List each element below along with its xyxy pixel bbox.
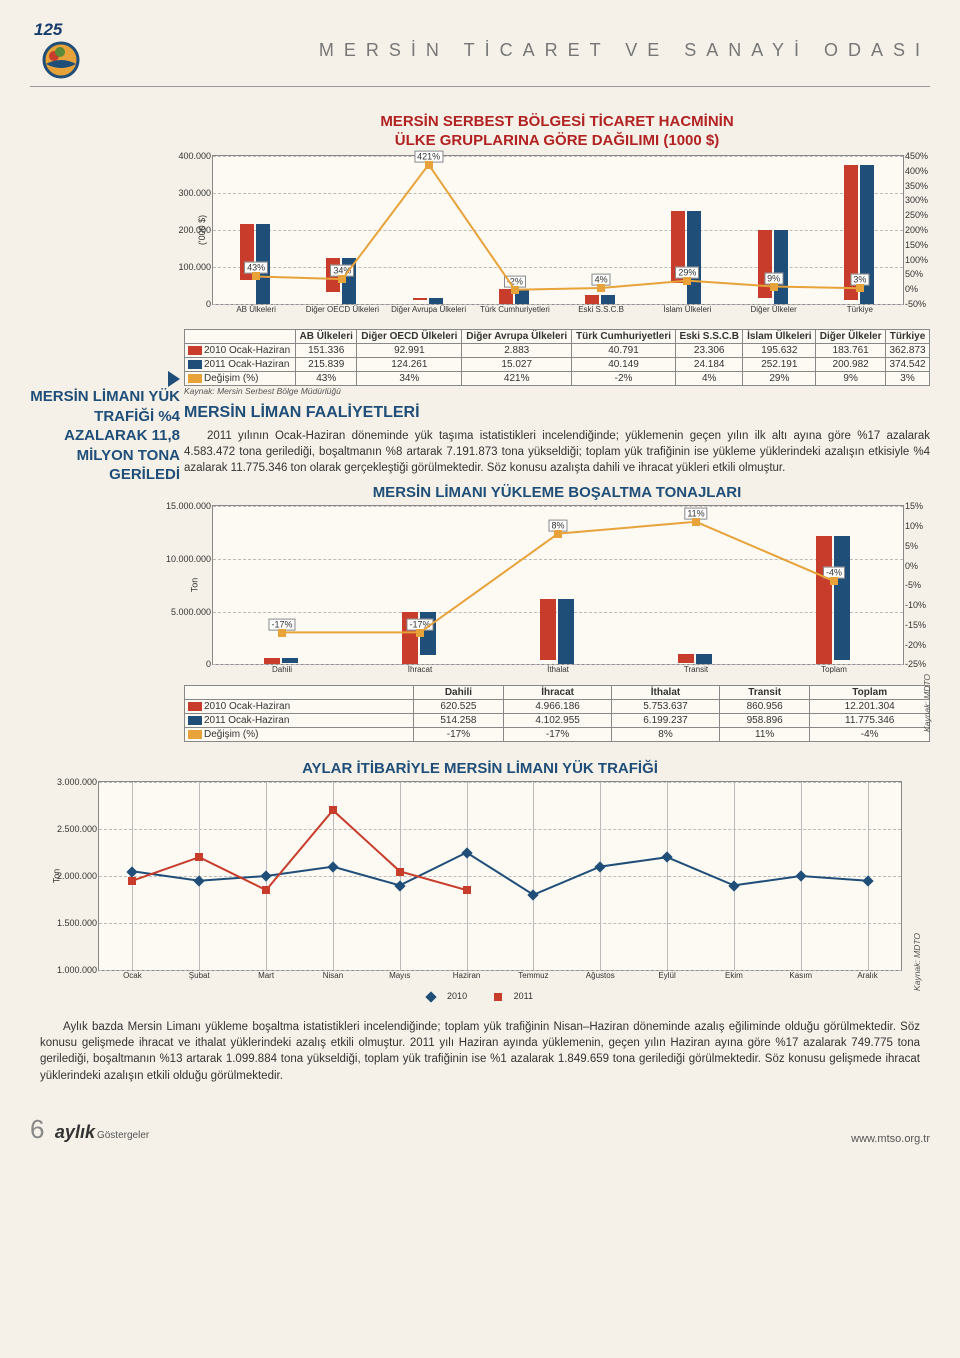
chart2-title: MERSİN LİMANI YÜKLEME BOŞALTMA TONAJLARI: [184, 484, 930, 501]
footer-brand: aylık: [55, 1122, 95, 1142]
para1: 2011 yılının Ocak-Haziran döneminde yük …: [184, 428, 930, 476]
sidebar-text: MERSİN LİMANI YÜK TRAFİĞİ %4 AZALARAK 11…: [30, 387, 180, 485]
footer-sub: Göstergeler: [97, 1130, 149, 1141]
chart1-table: AB ÜlkeleriDiğer OECD ÜlkeleriDiğer Avru…: [184, 329, 930, 386]
chart1-title-1: MERSİN SERBEST BÖLGESİ TİCARET HACMİNİN: [184, 113, 930, 130]
chart1-kaynak: Kaynak: Mersin Serbest Bölge Müdürlüğü: [184, 386, 930, 396]
chart2-ylabel: Ton: [189, 578, 199, 593]
sidebar-callout: MERSİN LİMANI YÜK TRAFİĞİ %4 AZALARAK 11…: [30, 107, 180, 742]
logo-number: 125: [34, 20, 62, 40]
para2: Aylık bazda Mersin Limanı yükleme boşalt…: [40, 1019, 920, 1083]
footer: 6 aylıkGöstergeler www.mtso.org.tr: [30, 1114, 930, 1145]
chart2: Ton 05.000.00010.000.00015.000.000-25%-2…: [184, 505, 930, 742]
org-title: MERSİN TİCARET VE SANAYİ ODASI: [98, 40, 930, 61]
diamond-icon: [425, 991, 436, 1002]
page-number: 6: [30, 1114, 44, 1144]
chart3-kaynak: Kaynak: MDTO: [912, 933, 922, 991]
section2-title: MERSİN LİMAN FAALİYETLERİ: [184, 404, 930, 422]
callout-arrow-icon: [168, 371, 180, 387]
chart1: ('000 $) 0100.000200.000300.000400.000-5…: [184, 155, 930, 396]
chart3: Ton 1.000.0001.500.0002.000.0002.500.000…: [40, 781, 920, 1001]
chart1-title-2: ÜLKE GRUPLARINA GÖRE DAĞILIMI (1000 $): [184, 132, 930, 149]
logo-icon: [36, 40, 86, 80]
footer-url: www.mtso.org.tr: [851, 1133, 930, 1145]
chart2-kaynak: Kaynak: MDTO: [922, 674, 932, 732]
masthead: 125 MERSİN TİCARET VE SANAYİ ODASI: [30, 20, 930, 87]
legend-2011: 2011: [514, 991, 533, 1001]
chart3-legend: 2010 2011: [40, 991, 920, 1001]
chart2-table: DahiliİhracatİthalatTransitToplam2010 Oc…: [184, 685, 930, 742]
logo-badge: 125: [30, 20, 98, 80]
legend-2010: 2010: [447, 991, 467, 1001]
chart3-title: AYLAR İTİBARİYLE MERSİN LİMANI YÜK TRAFİ…: [30, 760, 930, 777]
square-icon: [494, 993, 502, 1001]
